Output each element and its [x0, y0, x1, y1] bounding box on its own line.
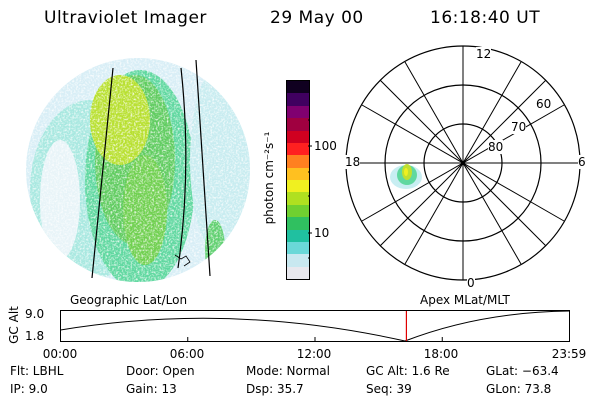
- altitude-plot-frame: [60, 310, 570, 342]
- meta-dsp: Dsp: 35.7: [246, 382, 304, 396]
- colorbar-segment: [287, 254, 309, 267]
- time-tick-0600: 06:00: [169, 347, 205, 361]
- mlat-label-60: 60: [536, 97, 552, 111]
- colorbar-segment: [287, 81, 309, 94]
- time-tick-0000: 00:00: [42, 347, 78, 361]
- time-tick-1800: 18:00: [423, 347, 459, 361]
- geographic-image: [26, 58, 250, 282]
- geographic-panel-label: Geographic Lat/Lon: [70, 293, 188, 307]
- meta-glat: GLat: −63.4: [486, 364, 559, 378]
- apex-panel-label: Apex MLat/MLT: [420, 293, 510, 307]
- colorbar-tick-100: 100: [314, 139, 337, 153]
- colorbar-segment: [287, 118, 309, 131]
- colorbar-segment: [287, 93, 309, 106]
- colorbar-segment: [287, 204, 309, 218]
- longitude-line: [91, 67, 114, 279]
- altitude-plot: [60, 310, 570, 342]
- meta-filter: Flt: LBHL: [10, 364, 64, 378]
- time-tick-1200: 12:00: [296, 347, 332, 361]
- colorbar-segment: [287, 217, 309, 230]
- colorbar-label: photon cm⁻²s⁻¹: [262, 131, 276, 225]
- meta-door: Door: Open: [126, 364, 195, 378]
- mlat-label-70: 70: [511, 120, 527, 134]
- auroral-patch: [390, 164, 422, 189]
- coastline-feature: [174, 254, 191, 267]
- date-label: 29 May 00: [270, 8, 364, 28]
- mlt-label-0: 0: [467, 276, 475, 290]
- altitude-axis-label: GC Alt: [7, 306, 21, 344]
- meta-gc-alt: GC Alt: 1.6 Re: [366, 364, 450, 378]
- color-scale-bar: [286, 80, 310, 280]
- colorbar-segment: [287, 266, 309, 279]
- meta-seq: Seq: 39: [366, 382, 412, 396]
- time-label: 16:18:40 UT: [430, 8, 541, 28]
- colorbar-segment: [287, 130, 309, 143]
- colorbar-segment: [287, 167, 309, 180]
- mlt-label-6: 6: [578, 155, 586, 169]
- coastline-line: [177, 67, 187, 269]
- colorbar-segment: [287, 180, 309, 193]
- instrument-title: Ultraviolet Imager: [44, 8, 207, 28]
- colorbar-segment: [287, 192, 309, 205]
- meta-gain: Gain: 13: [126, 382, 177, 396]
- meta-mode: Mode: Normal: [246, 364, 330, 378]
- meta-glon: GLon: 73.8: [486, 382, 552, 396]
- colorbar-segment: [287, 105, 309, 119]
- colorbar-segment: [287, 241, 309, 255]
- colorbar-segment: [287, 142, 309, 156]
- colorbar-segment: [287, 155, 309, 168]
- altitude-ytick-low: 1.8: [25, 329, 45, 343]
- mlt-label-18: 18: [345, 155, 361, 169]
- mlat-label-80: 80: [488, 140, 504, 154]
- mlt-meridian-diag: [361, 104, 565, 222]
- altitude-curve: [60, 310, 570, 342]
- mlt-label-12: 12: [476, 47, 492, 61]
- colorbar-segment: [287, 229, 309, 242]
- longitude-line: [195, 59, 211, 277]
- time-tick-2359: 23:59: [551, 347, 587, 361]
- colorbar-axis: [308, 119, 312, 259]
- colorbar-tick-10: 10: [314, 226, 330, 240]
- meta-ip: IP: 9.0: [10, 382, 48, 396]
- apex-polar-plot: [345, 45, 581, 281]
- altitude-xticks: [60, 337, 570, 341]
- altitude-ytick-high: 9.0: [25, 307, 45, 321]
